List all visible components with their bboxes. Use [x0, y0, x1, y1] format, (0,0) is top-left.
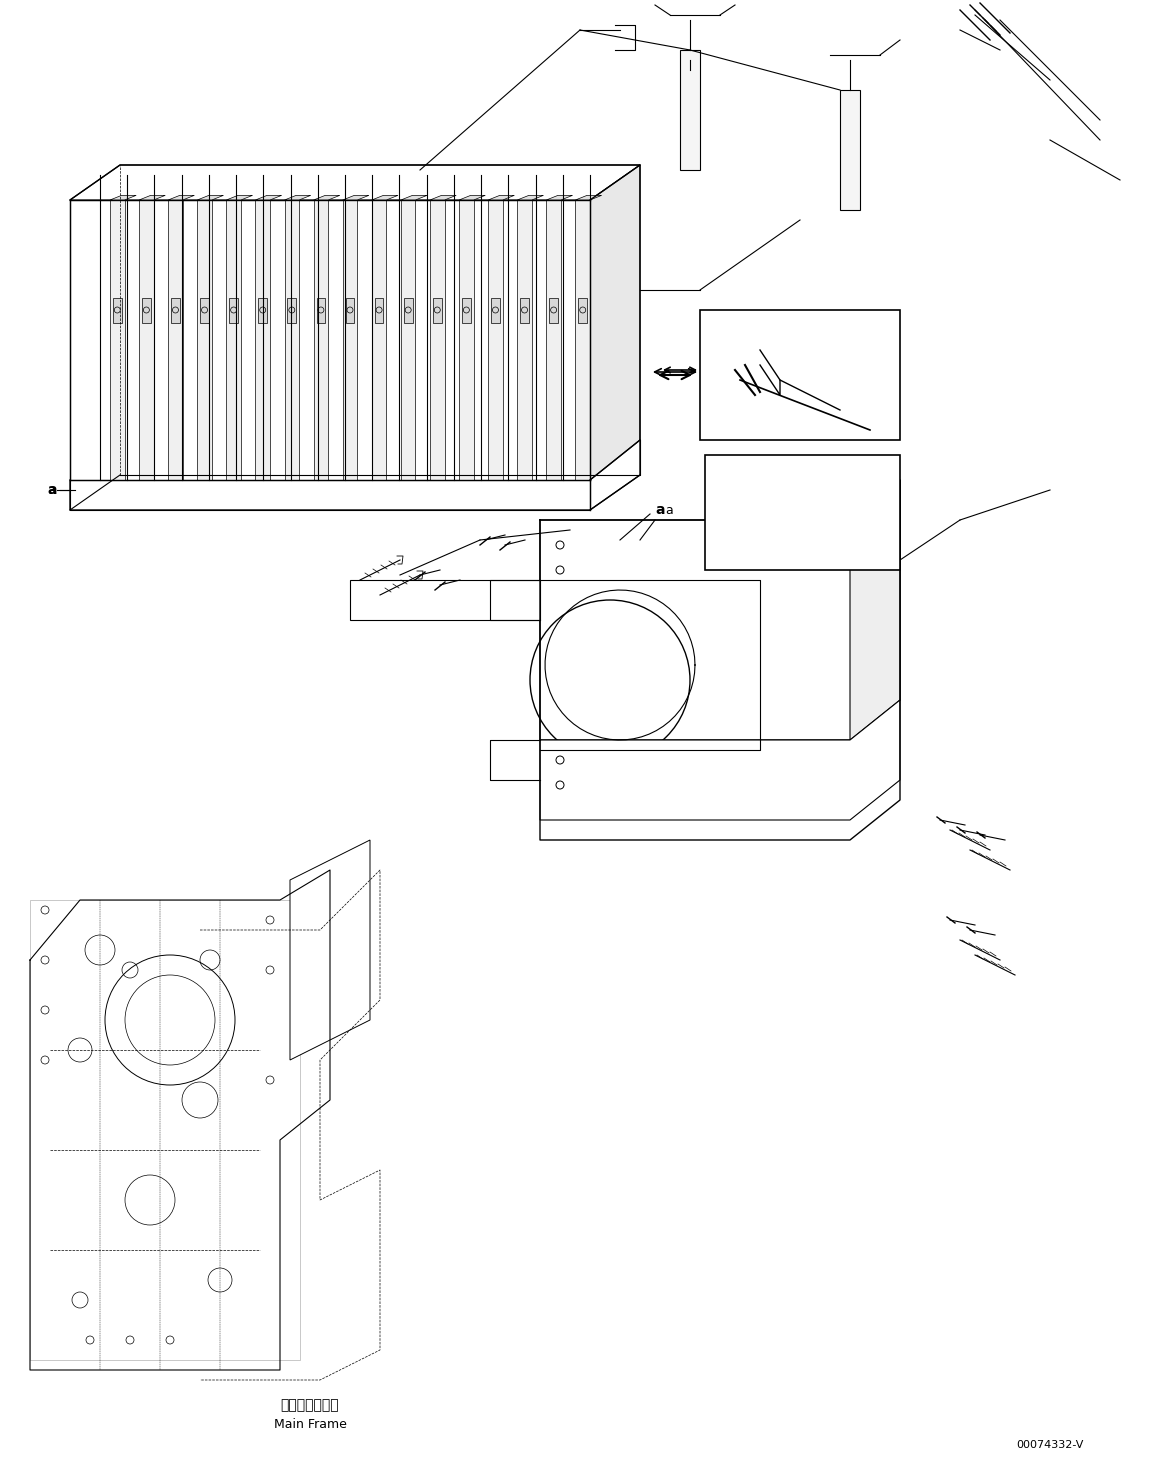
- Text: メインフレーム: メインフレーム: [281, 1398, 339, 1412]
- Polygon shape: [546, 196, 573, 200]
- Text: a: a: [665, 503, 672, 516]
- Polygon shape: [372, 196, 397, 200]
- Text: a: a: [656, 503, 665, 518]
- Text: 運携部品: 運携部品: [758, 455, 783, 465]
- Text: a: a: [47, 482, 57, 497]
- Polygon shape: [433, 297, 442, 323]
- Polygon shape: [489, 200, 503, 480]
- Polygon shape: [430, 196, 456, 200]
- Polygon shape: [313, 200, 328, 480]
- Polygon shape: [317, 297, 325, 323]
- Text: For Shipping: For Shipping: [758, 472, 818, 482]
- Polygon shape: [491, 297, 500, 323]
- Polygon shape: [401, 200, 415, 480]
- Polygon shape: [575, 196, 602, 200]
- Text: a: a: [47, 484, 55, 497]
- Text: For Shipping: For Shipping: [758, 474, 826, 482]
- Polygon shape: [372, 200, 387, 480]
- Polygon shape: [403, 297, 413, 323]
- Polygon shape: [229, 297, 238, 323]
- Polygon shape: [110, 196, 136, 200]
- Polygon shape: [517, 196, 544, 200]
- Polygon shape: [346, 297, 354, 323]
- Polygon shape: [313, 196, 340, 200]
- Polygon shape: [227, 200, 241, 480]
- Polygon shape: [70, 165, 639, 200]
- Polygon shape: [168, 200, 182, 480]
- Polygon shape: [841, 91, 860, 211]
- Polygon shape: [401, 196, 427, 200]
- Polygon shape: [141, 297, 151, 323]
- Polygon shape: [290, 841, 371, 1060]
- Text: Main Frame: Main Frame: [274, 1418, 346, 1431]
- Polygon shape: [284, 196, 311, 200]
- Polygon shape: [198, 196, 223, 200]
- Polygon shape: [198, 200, 212, 480]
- Polygon shape: [489, 196, 514, 200]
- Polygon shape: [579, 297, 587, 323]
- Polygon shape: [343, 196, 369, 200]
- Polygon shape: [139, 196, 165, 200]
- Polygon shape: [350, 580, 540, 620]
- Text: 00074332-V: 00074332-V: [1016, 1440, 1084, 1450]
- Bar: [705, 455, 900, 570]
- Polygon shape: [30, 901, 300, 1360]
- Polygon shape: [139, 200, 153, 480]
- Text: 運携部品: 運携部品: [758, 453, 787, 466]
- Polygon shape: [549, 297, 558, 323]
- Text: For Shipping: For Shipping: [758, 474, 826, 482]
- Polygon shape: [227, 196, 253, 200]
- Polygon shape: [517, 200, 532, 480]
- Polygon shape: [113, 297, 122, 323]
- Polygon shape: [284, 200, 299, 480]
- Polygon shape: [110, 200, 125, 480]
- Polygon shape: [540, 480, 900, 740]
- Polygon shape: [430, 200, 444, 480]
- Polygon shape: [258, 297, 267, 323]
- Polygon shape: [200, 297, 209, 323]
- Polygon shape: [343, 200, 358, 480]
- Polygon shape: [288, 297, 296, 323]
- Polygon shape: [462, 297, 471, 323]
- Polygon shape: [168, 196, 194, 200]
- Polygon shape: [459, 196, 485, 200]
- Polygon shape: [171, 297, 180, 323]
- Polygon shape: [256, 200, 270, 480]
- Text: 運携部品: 運携部品: [758, 453, 787, 466]
- Polygon shape: [680, 50, 700, 170]
- Polygon shape: [256, 196, 282, 200]
- Polygon shape: [70, 200, 590, 480]
- Polygon shape: [590, 165, 639, 480]
- Bar: [700, 310, 900, 440]
- Polygon shape: [850, 480, 900, 740]
- Polygon shape: [575, 200, 590, 480]
- Polygon shape: [520, 297, 528, 323]
- Polygon shape: [540, 700, 900, 820]
- Polygon shape: [375, 297, 383, 323]
- Polygon shape: [546, 200, 561, 480]
- Polygon shape: [459, 200, 473, 480]
